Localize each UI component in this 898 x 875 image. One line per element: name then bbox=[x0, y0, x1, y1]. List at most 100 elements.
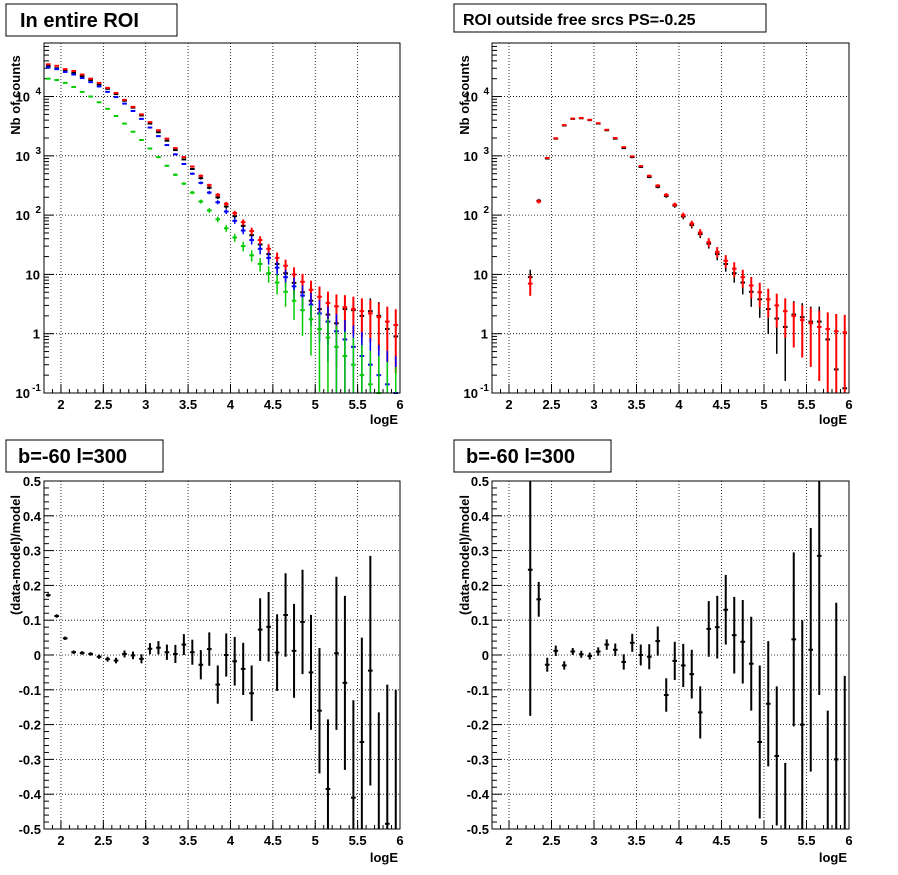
y-tick-label: 0.1 bbox=[471, 613, 489, 628]
data-point bbox=[740, 269, 746, 288]
x-tick-label: 3.5 bbox=[627, 397, 645, 412]
data-point bbox=[215, 200, 221, 205]
data-point bbox=[45, 593, 51, 597]
y-axis-title: Nb of counts bbox=[457, 55, 472, 134]
data-point bbox=[697, 686, 703, 739]
x-axis-title: logE bbox=[370, 412, 398, 427]
data-point bbox=[706, 238, 712, 247]
data-point bbox=[646, 644, 652, 670]
data-point bbox=[300, 569, 305, 675]
y-tick-label: -0.2 bbox=[467, 718, 489, 733]
plot-title: ROI outside free srcs PS=-0.25 bbox=[463, 12, 696, 29]
y-tick-label: -0.5 bbox=[19, 822, 41, 837]
x-tick-label: 5.5 bbox=[349, 833, 367, 848]
data-point bbox=[147, 126, 153, 129]
data-point bbox=[147, 122, 153, 125]
y-tick-label: 0 bbox=[34, 648, 41, 663]
data-point bbox=[723, 255, 729, 268]
data-point bbox=[190, 165, 195, 168]
x-tick-label: 6 bbox=[845, 833, 852, 848]
y-tick-label: 0.1 bbox=[23, 613, 41, 628]
x-tick-label: 4 bbox=[675, 833, 683, 848]
data-point bbox=[274, 274, 280, 295]
y-tick-label: -0.3 bbox=[467, 752, 489, 767]
data-point bbox=[553, 645, 559, 657]
data-point bbox=[334, 325, 339, 393]
y-tick-label: 10 bbox=[16, 208, 30, 223]
data-point bbox=[604, 639, 610, 650]
data-point bbox=[359, 344, 365, 393]
y-tick-label: 1 bbox=[481, 327, 488, 342]
data-point bbox=[342, 332, 348, 393]
data-point bbox=[723, 574, 729, 645]
data-point bbox=[96, 101, 102, 104]
y-tick-exponent: 3 bbox=[35, 146, 41, 157]
data-point bbox=[215, 665, 221, 704]
data-point bbox=[181, 162, 187, 165]
data-point bbox=[96, 654, 102, 659]
data-point bbox=[663, 193, 669, 197]
data-point bbox=[833, 602, 839, 829]
data-point bbox=[164, 137, 170, 140]
data-point bbox=[714, 595, 720, 659]
data-point bbox=[342, 595, 348, 770]
x-tick-label: 3.5 bbox=[627, 833, 645, 848]
data-point bbox=[646, 174, 652, 178]
data-point bbox=[164, 139, 170, 142]
data-point bbox=[680, 212, 686, 218]
data-point bbox=[274, 261, 280, 277]
data-point bbox=[376, 303, 382, 351]
x-tick-label: 2 bbox=[505, 833, 512, 848]
data-point bbox=[223, 225, 229, 232]
y-tick-label: 10 bbox=[464, 208, 478, 223]
x-tick-label: 6 bbox=[845, 397, 852, 412]
plot-frame bbox=[491, 42, 850, 394]
data-point bbox=[156, 156, 161, 159]
data-point bbox=[595, 647, 601, 656]
data-point bbox=[181, 182, 187, 186]
data-point bbox=[689, 220, 695, 227]
y-tick-label: 0.2 bbox=[23, 578, 41, 593]
y-tick-label: -0.5 bbox=[467, 822, 489, 837]
data-point bbox=[232, 210, 238, 216]
data-point bbox=[774, 686, 780, 826]
data-point bbox=[223, 633, 229, 677]
data-point bbox=[249, 227, 254, 235]
y-tick-label: 0.5 bbox=[23, 474, 41, 489]
data-point bbox=[351, 337, 356, 393]
data-point bbox=[122, 102, 127, 105]
y-tick-label: 10 bbox=[464, 90, 478, 105]
data-point bbox=[731, 596, 737, 674]
data-point bbox=[283, 573, 288, 657]
y-tick-label: 1 bbox=[33, 327, 40, 342]
data-point bbox=[113, 114, 119, 117]
data-point bbox=[274, 614, 280, 691]
data-point bbox=[527, 481, 533, 716]
y-tick-exponent: 2 bbox=[35, 205, 41, 216]
x-tick-label: 5 bbox=[312, 397, 319, 412]
data-point bbox=[368, 350, 373, 393]
data-point bbox=[206, 208, 212, 213]
data-point bbox=[232, 218, 238, 224]
x-tick-label: 4.5 bbox=[712, 397, 730, 412]
data-point bbox=[740, 600, 746, 684]
data-point bbox=[122, 122, 127, 125]
y-tick-label: -0.3 bbox=[19, 752, 41, 767]
data-point bbox=[139, 654, 144, 664]
title-box bbox=[453, 439, 612, 473]
title-box bbox=[5, 439, 164, 473]
y-tick-label: 0.2 bbox=[471, 578, 489, 593]
data-series bbox=[45, 555, 397, 829]
data-point bbox=[147, 147, 153, 150]
data-point bbox=[765, 641, 771, 767]
data-point bbox=[240, 219, 246, 226]
x-tick-label: 5.5 bbox=[797, 833, 815, 848]
plot-frame bbox=[491, 480, 850, 830]
data-point bbox=[130, 105, 136, 108]
x-tick-label: 3.5 bbox=[179, 397, 197, 412]
y-tick-label: 10 bbox=[464, 386, 478, 401]
data-point bbox=[257, 258, 263, 272]
x-tick-label: 2.5 bbox=[94, 397, 112, 412]
